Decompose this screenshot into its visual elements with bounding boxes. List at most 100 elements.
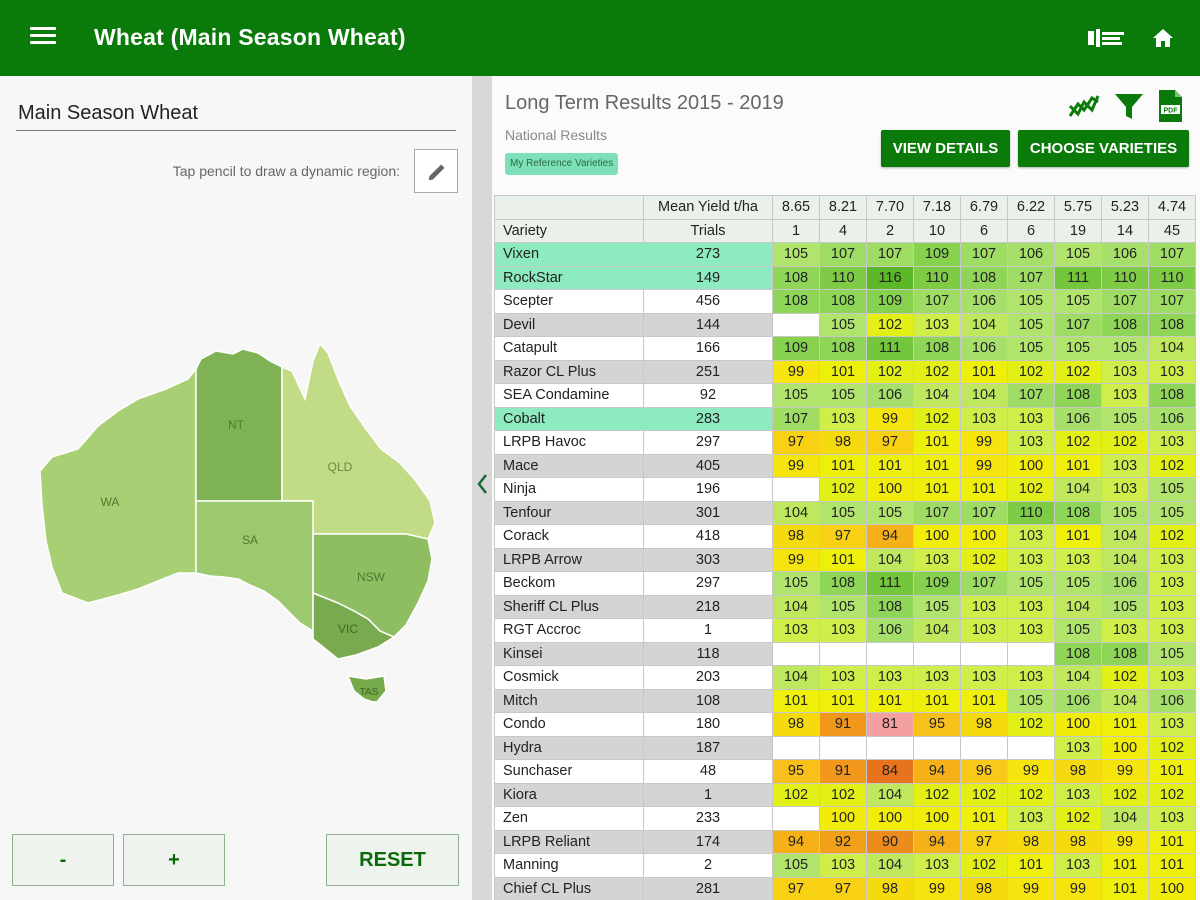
yield-cell: 110 <box>1007 500 1055 525</box>
variety-cell[interactable]: Catapult <box>494 336 644 361</box>
table-row[interactable]: Scepter 456 108 108 109 107 106 105 105 107 107 <box>494 289 1196 314</box>
table-row[interactable]: Mitch 108 101 101 101 101 101 105 106 104 106 <box>494 688 1196 713</box>
variety-cell[interactable]: Devil <box>494 312 644 337</box>
yield-cell: 101 <box>1101 876 1149 900</box>
variety-cell[interactable]: Zen <box>494 806 644 831</box>
variety-cell[interactable]: Sunchaser <box>494 759 644 784</box>
yield-cell <box>913 735 961 760</box>
variety-cell[interactable]: Chief CL Plus <box>494 876 644 900</box>
table-row[interactable]: Cosmick 203 104 103 103 103 103 103 104 102 103 <box>494 665 1196 690</box>
table-row[interactable]: Cobalt 283 107 103 99 102 103 103 106 105 106 <box>494 406 1196 431</box>
variety-cell[interactable]: Scepter <box>494 289 644 314</box>
variety-cell[interactable]: LRPB Reliant <box>494 829 644 854</box>
table-row[interactable]: Kiora 1 102 102 104 102 102 102 103 102 102 <box>494 782 1196 807</box>
table-row[interactable]: RGT Accroc 1 103 103 106 104 103 103 105 103 103 <box>494 618 1196 643</box>
site-mean-yield[interactable]: 4.74 <box>1148 195 1196 220</box>
view-details-button[interactable]: VIEW DETAILS <box>881 130 1010 167</box>
site-mean-yield[interactable]: 7.18 <box>913 195 961 220</box>
yield-cell: 102 <box>1054 359 1102 384</box>
variety-cell[interactable]: Ninja <box>494 477 644 502</box>
australia-map[interactable]: WA NT QLD SA NSW VIC TAS <box>38 341 438 701</box>
draw-region-button[interactable] <box>414 149 458 193</box>
variety-cell[interactable]: Condo <box>494 712 644 737</box>
reset-button[interactable]: RESET <box>326 834 459 886</box>
yield-cell: 109 <box>913 571 961 596</box>
yield-cell: 103 <box>1054 547 1102 572</box>
table-row[interactable]: LRPB Reliant 174 94 92 90 94 97 98 98 99 101 <box>494 829 1196 854</box>
variety-cell[interactable]: Kinsei <box>494 641 644 666</box>
table-row[interactable]: RockStar 149 108 110 116 110 108 107 111 110 110 <box>494 265 1196 290</box>
variety-cell[interactable]: Razor CL Plus <box>494 359 644 384</box>
site-mean-yield[interactable]: 8.65 <box>772 195 820 220</box>
site-mean-yield[interactable]: 6.79 <box>960 195 1008 220</box>
yield-cell: 100 <box>1007 453 1055 478</box>
table-row[interactable]: Devil 144 105 102 103 104 105 107 108 108 <box>494 312 1196 337</box>
table-row[interactable]: LRPB Arrow 303 99 101 104 103 102 103 103 104 103 <box>494 547 1196 572</box>
table-row[interactable]: Beckom 297 105 108 111 109 107 105 105 106 103 <box>494 571 1196 596</box>
home-icon[interactable] <box>1150 26 1176 50</box>
table-row[interactable]: Vixen 273 105 107 107 109 107 106 105 106 107 <box>494 242 1196 267</box>
table-row[interactable]: Sunchaser 48 95 91 84 94 96 99 98 99 101 <box>494 759 1196 784</box>
menu-icon[interactable] <box>30 24 56 50</box>
table-row[interactable]: Sheriff CL Plus 218 104 105 108 105 103 103 104 1… <box>494 594 1196 619</box>
site-mean-yield[interactable]: 7.70 <box>866 195 914 220</box>
table-row[interactable]: LRPB Havoc 297 97 98 97 101 99 103 102 102 103 <box>494 430 1196 455</box>
variety-cell[interactable]: Mitch <box>494 688 644 713</box>
site-mean-yield[interactable]: 6.22 <box>1007 195 1055 220</box>
yield-cell: 104 <box>1148 336 1196 361</box>
variety-cell[interactable]: Hydra <box>494 735 644 760</box>
table-row[interactable]: Chief CL Plus 281 97 97 98 99 98 99 99 101 100 <box>494 876 1196 900</box>
variety-cell[interactable]: LRPB Arrow <box>494 547 644 572</box>
yield-cell: 99 <box>960 430 1008 455</box>
table-row[interactable]: Kinsei 118 108 108 105 <box>494 641 1196 666</box>
table-row[interactable]: Razor CL Plus 251 99 101 102 102 101 102 102 103 1… <box>494 359 1196 384</box>
region-name-field[interactable]: Main Season Wheat <box>16 102 456 131</box>
variety-cell[interactable]: Mace <box>494 453 644 478</box>
table-row[interactable]: Corack 418 98 97 94 100 100 103 101 104 102 <box>494 524 1196 549</box>
yield-cell: 95 <box>913 712 961 737</box>
yield-cell: 103 <box>1101 383 1149 408</box>
site-trials: 45 <box>1148 218 1196 243</box>
panel-divider[interactable] <box>472 76 492 900</box>
map-state-wa[interactable] <box>39 366 197 604</box>
zoom-out-button[interactable]: - <box>12 834 114 886</box>
table-row[interactable]: Tenfour 301 104 105 105 107 107 110 108 105 105 <box>494 500 1196 525</box>
table-row[interactable]: SEA Condamine 92 105 105 106 104 104 107 108 103 1… <box>494 383 1196 408</box>
variety-cell[interactable]: Manning <box>494 853 644 878</box>
variety-cell[interactable]: Vixen <box>494 242 644 267</box>
pdf-icon[interactable]: PDF <box>1152 88 1188 124</box>
table-row[interactable]: Zen 233 100 100 100 101 103 102 104 103 <box>494 806 1196 831</box>
chevron-left-icon[interactable] <box>476 472 488 496</box>
variety-cell[interactable]: Cobalt <box>494 406 644 431</box>
site-mean-yield[interactable]: 5.75 <box>1054 195 1102 220</box>
variety-cell[interactable]: Beckom <box>494 571 644 596</box>
choose-varieties-button[interactable]: CHOOSE VARIETIES <box>1018 130 1189 167</box>
variety-cell[interactable]: RGT Accroc <box>494 618 644 643</box>
variety-cell[interactable]: Tenfour <box>494 500 644 525</box>
table-row[interactable]: Catapult 166 109 108 111 108 106 105 105 105 104 <box>494 336 1196 361</box>
variety-cell[interactable]: Kiora <box>494 782 644 807</box>
map-state-sa[interactable] <box>195 500 314 633</box>
map-state-vic[interactable] <box>312 591 396 660</box>
table-row[interactable]: Manning 2 105 103 104 103 102 101 103 101 101 <box>494 853 1196 878</box>
site-mean-yield[interactable]: 5.23 <box>1101 195 1149 220</box>
variety-cell[interactable]: Corack <box>494 524 644 549</box>
variety-cell[interactable]: SEA Condamine <box>494 383 644 408</box>
pencil-icon <box>428 164 445 181</box>
yield-cell <box>772 477 820 502</box>
table-row[interactable]: Condo 180 98 91 81 95 98 102 100 101 103 <box>494 712 1196 737</box>
table-row[interactable]: Ninja 196 102 100 101 101 102 104 103 105 <box>494 477 1196 502</box>
zoom-in-button[interactable]: + <box>123 834 225 886</box>
site-mean-yield[interactable]: 8.21 <box>819 195 867 220</box>
yield-cell: 103 <box>913 665 961 690</box>
variety-cell[interactable]: Cosmick <box>494 665 644 690</box>
variety-cell[interactable]: Sheriff CL Plus <box>494 594 644 619</box>
filter-icon[interactable] <box>1111 88 1147 124</box>
yield-cell: 102 <box>913 359 961 384</box>
trend-chart-icon[interactable] <box>1066 88 1102 124</box>
variety-cell[interactable]: LRPB Havoc <box>494 430 644 455</box>
table-row[interactable]: Mace 405 99 101 101 101 99 100 101 103 102 <box>494 453 1196 478</box>
map-state-tas[interactable] <box>346 675 387 701</box>
variety-cell[interactable]: RockStar <box>494 265 644 290</box>
table-row[interactable]: Hydra 187 103 100 102 <box>494 735 1196 760</box>
